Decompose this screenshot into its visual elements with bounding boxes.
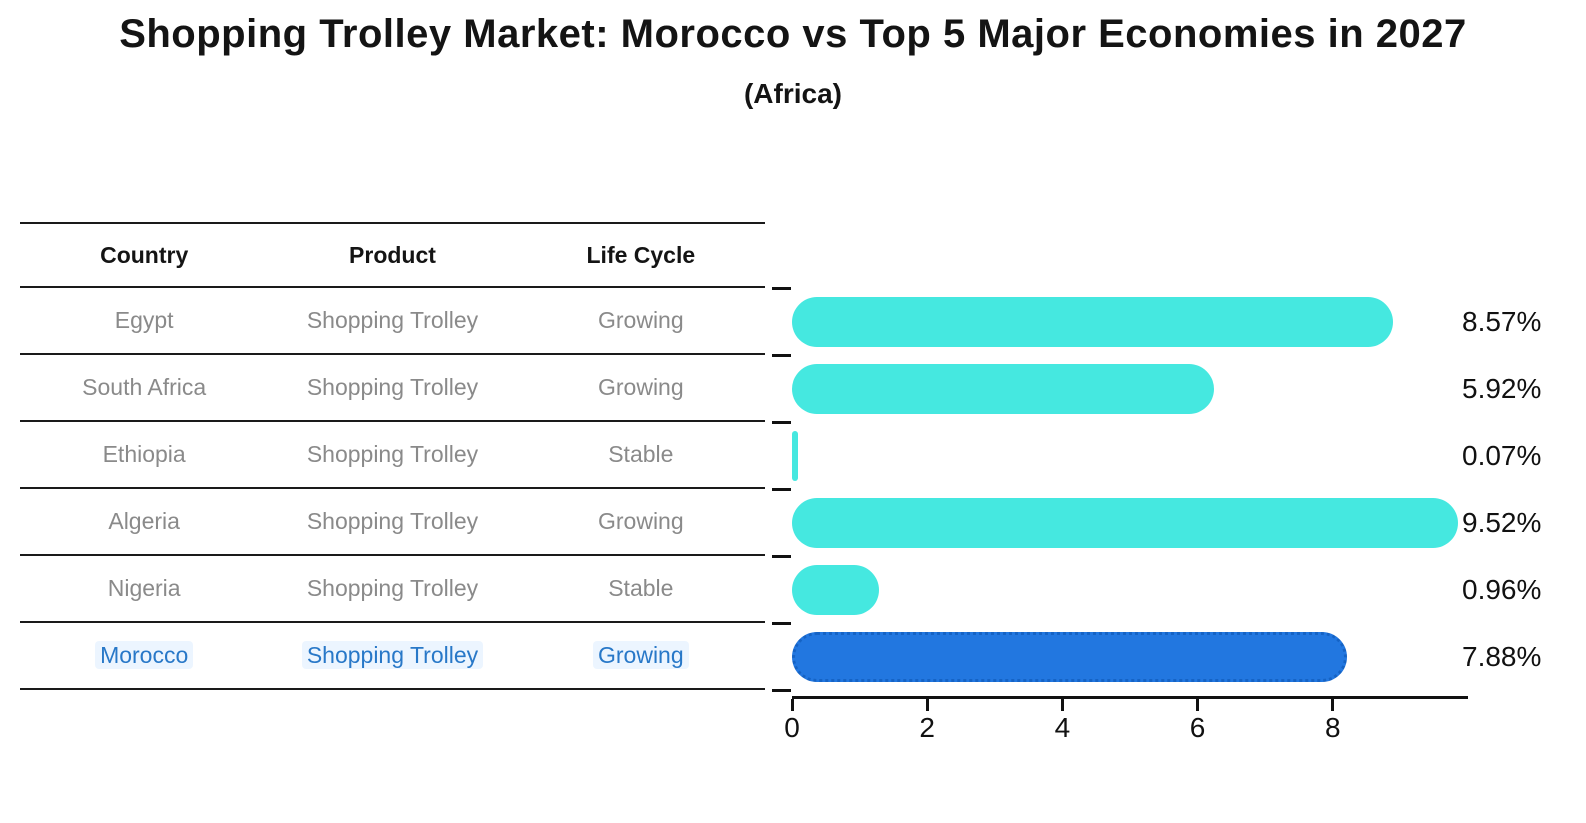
cell-text-product: Shopping Trolley (306, 307, 479, 333)
table-cell-product: Shopping Trolley (268, 555, 516, 622)
chart-subtitle: (Africa) (743, 78, 842, 109)
table-row-nigeria: Nigeria Shopping Trolley Stable (20, 555, 765, 622)
x-axis-tick (1331, 699, 1335, 711)
cell-text-life-cycle: Growing (593, 641, 689, 669)
cell-text-life-cycle: Growing (598, 307, 684, 333)
column-header-product: Product (268, 223, 517, 288)
table-cell-country: Morocco (20, 622, 268, 689)
table-header-row: Country Product Life Cycle (20, 223, 765, 288)
cell-text-country: Morocco (95, 641, 194, 669)
bar-morocco (792, 631, 1347, 682)
x-axis-tick-label: 4 (1054, 712, 1071, 743)
table-row-morocco: Morocco Shopping Trolley Growing (20, 622, 765, 689)
x-axis-tick (1196, 699, 1200, 711)
cell-text-country: Algeria (108, 508, 180, 534)
table-cell-life-cycle: Stable (517, 555, 765, 622)
bar-egypt (792, 296, 1394, 347)
table-cell-life-cycle: Stable (517, 421, 765, 488)
table-cell-country: South Africa (20, 354, 268, 421)
x-axis-line (792, 696, 1468, 699)
y-axis-boundary-tick (772, 354, 791, 357)
table-row-ethiopia: Ethiopia Shopping Trolley Stable (20, 421, 765, 488)
column-header-country: Country (20, 223, 269, 288)
y-axis-boundary-tick (772, 287, 791, 290)
table-row-south-africa: South Africa Shopping Trolley Growing (20, 354, 765, 421)
table-body: Egypt Shopping Trolley Growing South Africa… (20, 287, 765, 689)
y-axis-boundary-tick (772, 488, 791, 491)
table-head: Country Product Life Cycle (20, 223, 765, 288)
y-axis-boundary-tick (772, 689, 791, 692)
y-axis-boundary-tick (772, 421, 791, 424)
value-label-south-africa: 5.92% (1462, 372, 1542, 404)
cell-text-country: Ethiopia (102, 441, 186, 467)
column-header-life-cycle: Life Cycle (516, 223, 765, 288)
x-axis-tick-label: 8 (1325, 712, 1341, 743)
cell-text-country: Egypt (114, 307, 174, 333)
table-cell-country: Egypt (20, 287, 268, 354)
cell-text-product: Shopping Trolley (306, 575, 479, 601)
cell-text-product: Shopping Trolley (301, 641, 484, 669)
x-axis-tick-label: 6 (1189, 712, 1206, 743)
bar-south-africa (792, 363, 1215, 414)
cell-text-product: Shopping Trolley (306, 441, 479, 467)
y-axis-boundary-tick (772, 555, 791, 558)
cell-text-country: Nigeria (107, 575, 181, 601)
x-axis-tick (1060, 699, 1064, 711)
table-cell-country: Ethiopia (20, 421, 268, 488)
value-label-egypt: 8.57% (1462, 305, 1542, 337)
cell-text-product: Shopping Trolley (306, 374, 479, 400)
y-axis-boundary-tick (772, 622, 791, 625)
table-cell-product: Shopping Trolley (268, 421, 516, 488)
value-label-nigeria: 0.96% (1462, 573, 1542, 605)
cell-text-life-cycle: Stable (608, 441, 674, 467)
value-label-algeria: 9.52% (1462, 506, 1542, 538)
table-cell-life-cycle: Growing (517, 488, 765, 555)
x-axis-tick-label: 0 (784, 712, 800, 743)
table-row-egypt: Egypt Shopping Trolley Growing (20, 287, 765, 354)
table-cell-life-cycle: Growing (517, 354, 765, 421)
cell-text-life-cycle: Growing (598, 508, 684, 534)
bar-nigeria (792, 564, 879, 615)
table-row-algeria: Algeria Shopping Trolley Growing (20, 488, 765, 555)
table-cell-life-cycle: Growing (517, 622, 765, 689)
x-axis-tick (790, 699, 794, 711)
table-cell-country: Algeria (20, 488, 268, 555)
cell-text-product: Shopping Trolley (306, 508, 479, 534)
bar-ethiopia (792, 430, 798, 481)
bar-algeria (792, 497, 1458, 548)
value-label-ethiopia: 0.07% (1462, 439, 1542, 471)
table-cell-product: Shopping Trolley (268, 287, 516, 354)
country-table: Country Product Life Cycle Egypt Shopping T… (20, 222, 765, 690)
cell-text-life-cycle: Stable (608, 575, 674, 601)
table-cell-product: Shopping Trolley (268, 488, 516, 555)
table-cell-country: Nigeria (20, 555, 268, 622)
table-cell-product: Shopping Trolley (268, 354, 516, 421)
value-label-morocco: 7.88% (1462, 640, 1542, 672)
cell-text-country: South Africa (82, 374, 207, 400)
table-cell-product: Shopping Trolley (268, 622, 516, 689)
cell-text-life-cycle: Growing (598, 374, 684, 400)
table-cell-life-cycle: Growing (517, 287, 765, 354)
x-axis-tick-label: 2 (919, 712, 935, 743)
chart-title: Shopping Trolley Market: Morocco vs Top … (119, 12, 1467, 56)
x-axis-tick (925, 699, 929, 711)
